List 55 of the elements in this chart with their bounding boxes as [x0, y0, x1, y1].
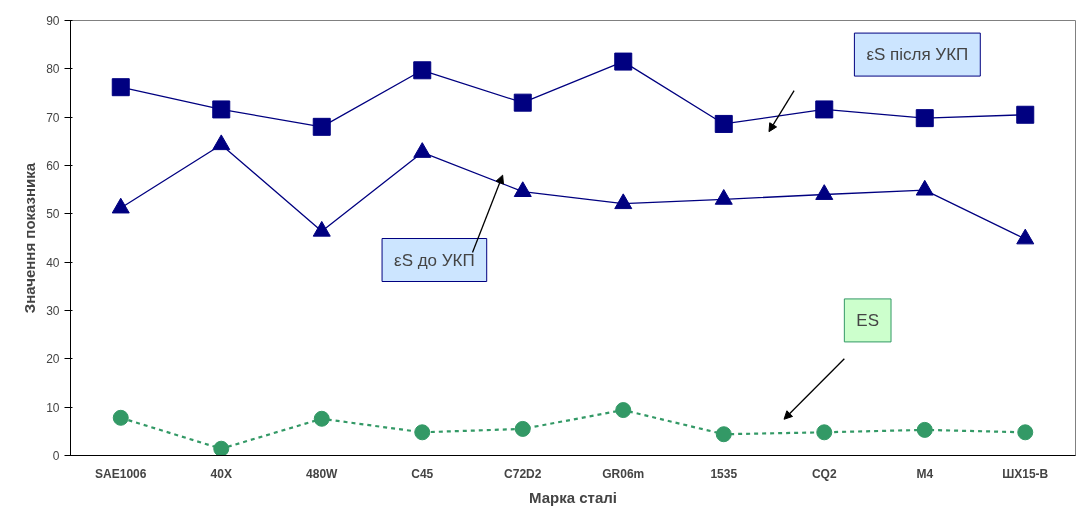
point [111, 78, 130, 97]
point [715, 426, 732, 443]
x-tick-label: 1535 [710, 466, 738, 481]
point [513, 93, 532, 112]
point [213, 440, 230, 456]
point [212, 100, 231, 119]
point [313, 410, 330, 427]
point [915, 179, 934, 196]
y-axis-title: Значення показника [21, 162, 39, 314]
y-tick-label: 10 [46, 400, 60, 415]
point [212, 134, 231, 151]
text: εS до УКП [394, 250, 475, 270]
point [815, 184, 834, 200]
y-tick-label: 50 [46, 207, 60, 222]
x-tick-label: C45 [411, 466, 434, 481]
point [815, 100, 834, 119]
x-tick-label: 40X [210, 466, 232, 481]
point [614, 193, 633, 210]
point [816, 424, 833, 441]
point [413, 61, 432, 80]
point [414, 424, 431, 441]
y-tick-label: 40 [46, 255, 60, 270]
y-tick-label: 80 [46, 62, 60, 77]
point [312, 117, 331, 136]
x-tick-label: SAE1006 [95, 466, 147, 481]
point [111, 197, 130, 214]
point [915, 109, 934, 128]
point [916, 421, 933, 438]
y-tick-label: 60 [46, 159, 60, 173]
x-tick-label: M4 [916, 466, 934, 481]
x-tick-label: CQ2 [811, 466, 837, 481]
point [714, 114, 733, 133]
point [514, 420, 531, 437]
x-tick-label: 480W [306, 466, 339, 481]
point [615, 402, 632, 419]
point [1016, 228, 1035, 245]
point [413, 142, 432, 158]
x-tick-label: C72D2 [504, 466, 542, 481]
y-tick-label: 20 [46, 352, 60, 367]
x-axis-title: Марка сталі [529, 488, 617, 506]
point [614, 52, 633, 71]
y-tick-label: 90 [46, 14, 60, 28]
point [1016, 105, 1035, 124]
text: ES [856, 310, 880, 330]
point [513, 181, 532, 198]
point [112, 409, 129, 426]
x-tick-label: ШХ15-В [1002, 466, 1049, 481]
point [312, 220, 331, 237]
y-tick-label: 30 [46, 304, 60, 318]
x-tick-label: GR06m [602, 466, 645, 481]
text: εS після УКП [866, 45, 969, 65]
y-tick-label: 70 [46, 110, 60, 125]
point [714, 189, 733, 205]
y-tick-label: 0 [52, 449, 60, 463]
point [1017, 424, 1034, 441]
